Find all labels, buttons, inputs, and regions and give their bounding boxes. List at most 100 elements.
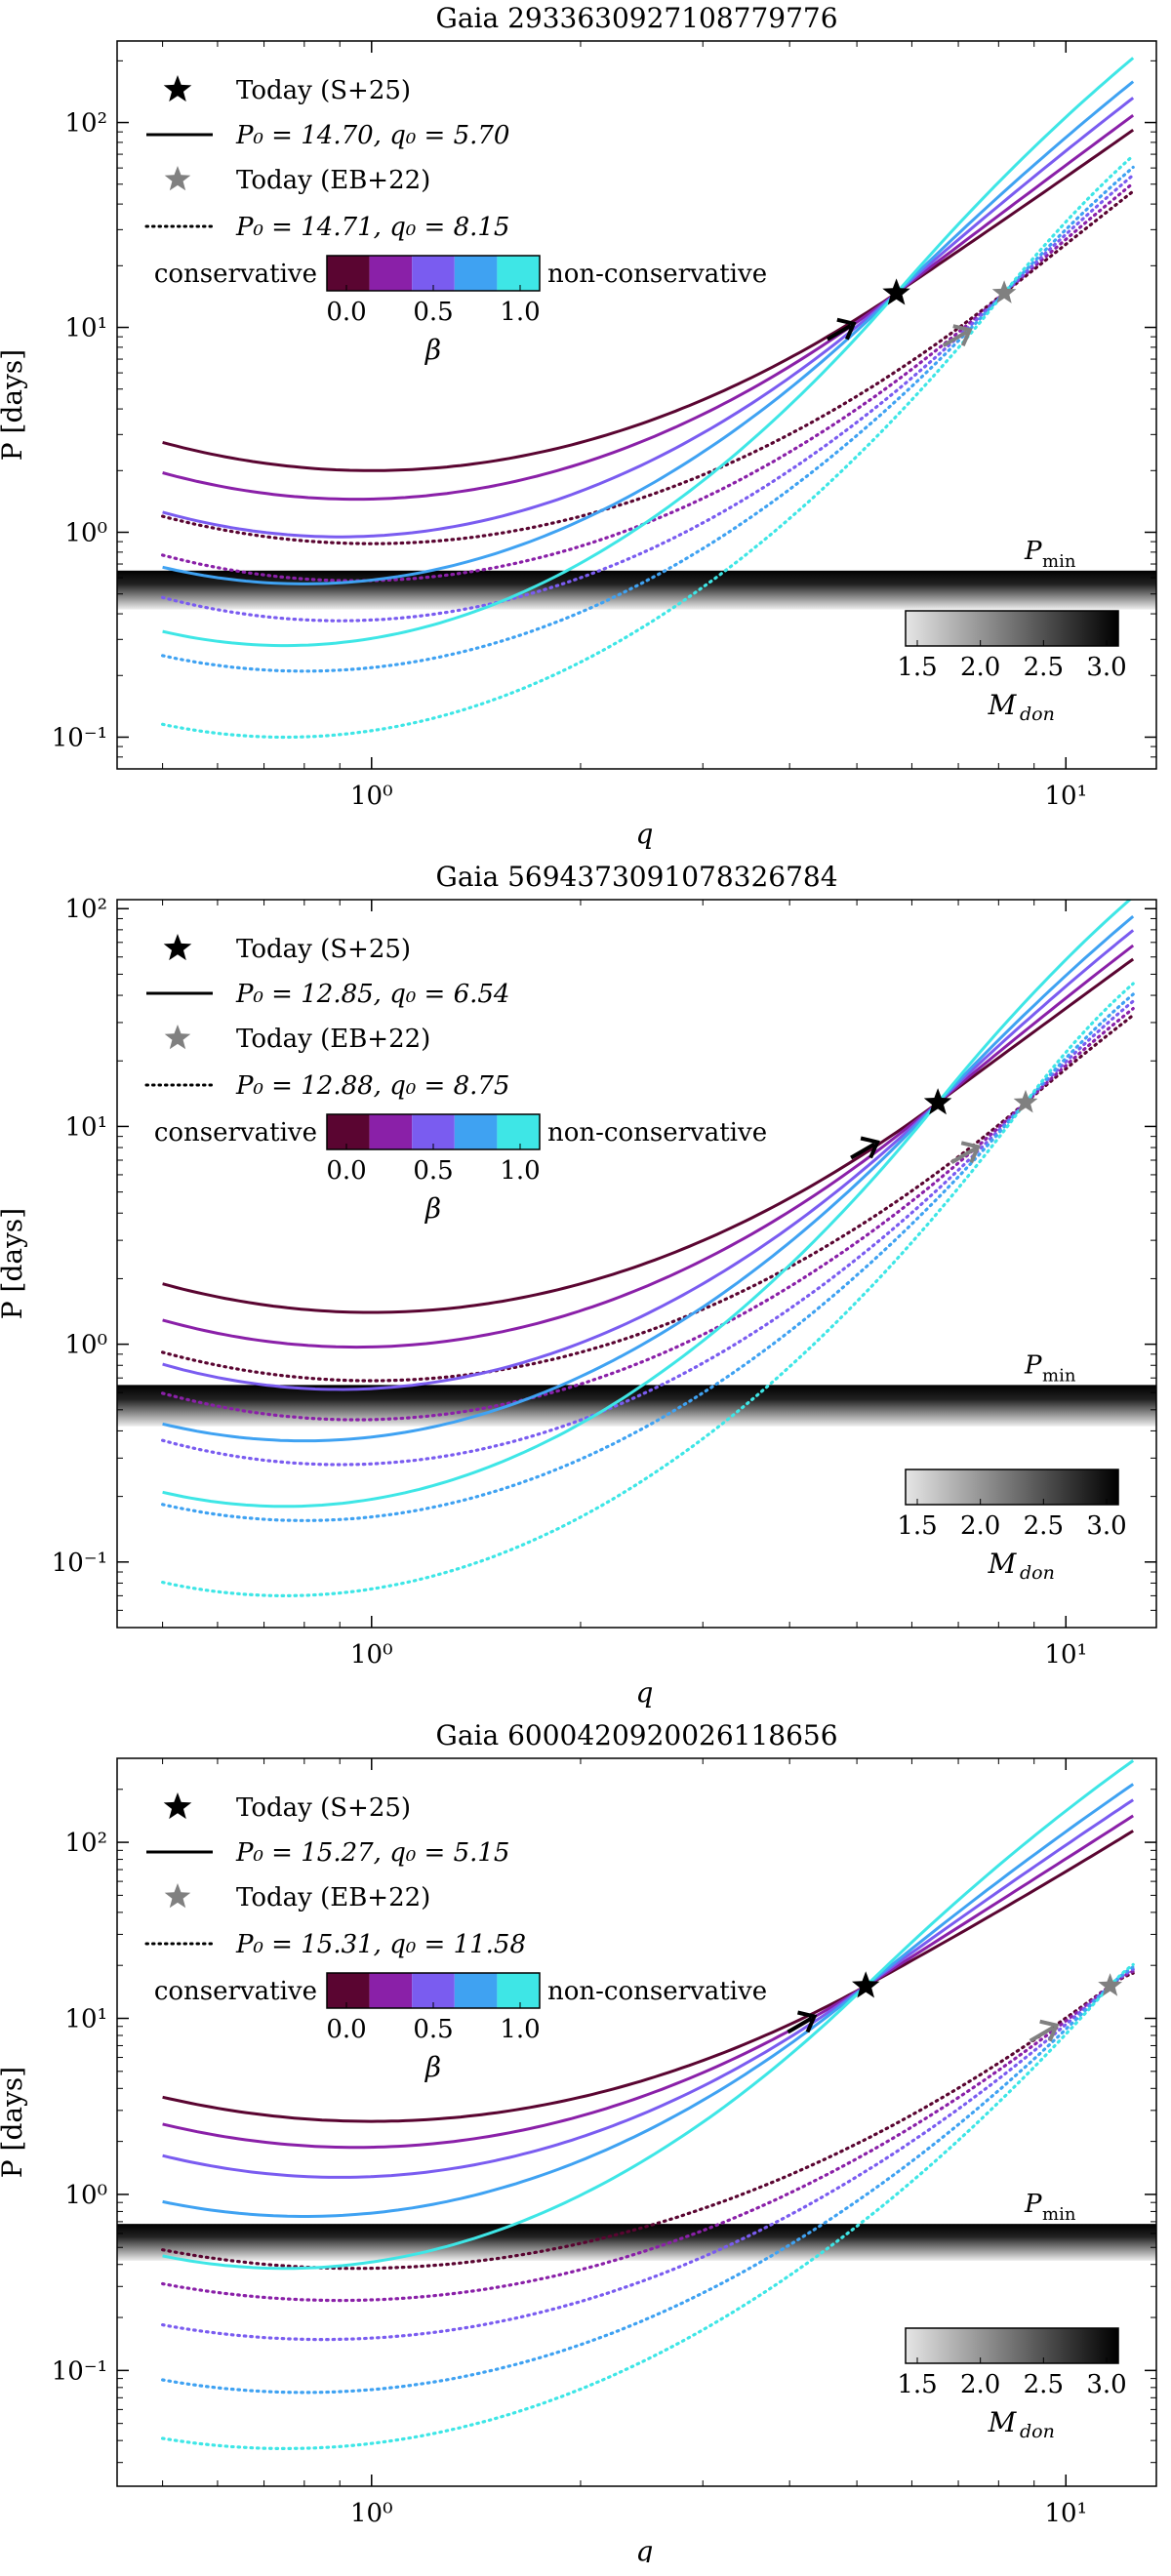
mdon-colorbar-tick-label: 3.0 bbox=[1086, 2370, 1126, 2399]
x-tick-label: 10¹ bbox=[1045, 782, 1088, 811]
chart-title: Gaia 6000420920026118656 bbox=[435, 1719, 837, 1751]
dotted-curve-beta-0 bbox=[161, 1013, 1135, 1383]
arrow-dotted-head bbox=[960, 1141, 982, 1164]
y-tick-label: 10¹ bbox=[64, 1112, 107, 1142]
beta-colorbar-segment bbox=[327, 256, 370, 291]
mdon-colorbar-tick-label: 2.5 bbox=[1024, 653, 1064, 682]
legend-label-s25: Today (S+25) bbox=[236, 76, 411, 105]
solid-curve-beta-1 bbox=[162, 900, 1133, 1509]
mdon-colorbar-tick-label: 2.0 bbox=[960, 2370, 1000, 2399]
solid-curve-beta-0.75 bbox=[162, 80, 1135, 585]
solid-curve-beta-0.5 bbox=[162, 1798, 1135, 2179]
x-tick-label: 10⁰ bbox=[350, 2499, 393, 2528]
dotted-curve-beta-0.75 bbox=[161, 1965, 1135, 2395]
beta-colorbar-tick-label: 1.0 bbox=[500, 298, 540, 327]
mdon-colorbar-tick-label: 2.5 bbox=[1024, 1511, 1064, 1541]
pmin-label: P bbox=[1024, 537, 1042, 566]
arrow-solid-shaft bbox=[850, 1142, 876, 1160]
arrow-solid-head bbox=[797, 2010, 818, 2033]
beta-colorbar-segment bbox=[327, 1973, 370, 2008]
mdon-colorbar bbox=[905, 2327, 1119, 2364]
beta-colorbar-right-label: non-conservative bbox=[547, 1977, 767, 2006]
dotted-curve-beta-0.25 bbox=[161, 1007, 1135, 1422]
solid-curve-beta-1 bbox=[162, 57, 1135, 648]
beta-colorbar-label: β bbox=[424, 2051, 441, 2083]
legend-label-s25: Today (S+25) bbox=[236, 935, 411, 964]
x-tick-label: 10⁰ bbox=[350, 782, 393, 811]
y-tick-label: 10⁰ bbox=[64, 1331, 107, 1360]
legend-label-eb22: Today (EB+22) bbox=[236, 1025, 430, 1054]
mdon-colorbar-subscript: don bbox=[1020, 1562, 1055, 1584]
arrow-solid-head bbox=[860, 1136, 880, 1159]
beta-colorbar-tick-label: 0.5 bbox=[413, 1156, 453, 1186]
arrow-solid-head bbox=[836, 317, 857, 341]
dotted-curve-beta-1 bbox=[161, 1962, 1135, 2450]
pmin-label: P bbox=[1024, 2190, 1042, 2219]
beta-colorbar-tick-label: 0.0 bbox=[326, 1156, 366, 1186]
chart-title: Gaia 2933630927108779776 bbox=[435, 2, 837, 34]
beta-colorbar-segment bbox=[497, 1114, 540, 1149]
beta-colorbar-segment bbox=[369, 1114, 413, 1149]
y-tick-label: 10¹ bbox=[64, 314, 107, 343]
legend-label-eb22: Today (EB+22) bbox=[236, 166, 430, 195]
dotted-curve-beta-0 bbox=[161, 1971, 1135, 2271]
curves-group bbox=[161, 57, 1135, 740]
y-tick-label: 10² bbox=[64, 1829, 107, 1858]
beta-colorbar-tick-label: 0.5 bbox=[413, 298, 453, 327]
mdon-colorbar-tick-label: 1.5 bbox=[897, 2370, 937, 2399]
arrow-dotted-shaft bbox=[950, 1147, 977, 1165]
legend-star-eb22 bbox=[164, 1025, 191, 1050]
arrow-dotted-shaft bbox=[942, 330, 968, 347]
mdon-colorbar-label: M bbox=[988, 2406, 1018, 2438]
beta-colorbar-label: β bbox=[424, 1192, 441, 1225]
star-today-eb22 bbox=[1098, 1973, 1122, 1996]
x-tick-label: 10¹ bbox=[1045, 1640, 1088, 1670]
legend-star-s25 bbox=[163, 934, 192, 961]
plot-frame bbox=[116, 899, 1157, 1629]
x-axis-label: q bbox=[636, 1676, 654, 1709]
beta-colorbar-left-label: conservative bbox=[154, 1977, 317, 2006]
x-axis-label: q bbox=[636, 818, 654, 850]
legend-label-dotted: P₀ = 15.31, q₀ = 11.58 bbox=[235, 1930, 526, 1959]
x-axis-label: q bbox=[636, 2535, 654, 2562]
chart-svg-3: Gaia 6000420920026118656 P min 10⁻¹ 10⁰ 10¹ 10… bbox=[0, 1719, 1157, 2562]
legend-label-eb22: Today (EB+22) bbox=[236, 1883, 430, 1912]
curves-group bbox=[161, 1759, 1135, 2450]
mdon-colorbar-label: M bbox=[988, 1548, 1018, 1580]
mdon-colorbar-label: M bbox=[988, 689, 1018, 721]
arrow-solid-shaft bbox=[787, 2016, 813, 2034]
beta-colorbar-tick-label: 1.0 bbox=[500, 2015, 540, 2044]
beta-colorbar-segment bbox=[327, 1114, 370, 1149]
mdon-colorbar-tick-label: 1.5 bbox=[897, 1511, 937, 1541]
arrow-dotted-shaft bbox=[1029, 2025, 1055, 2043]
legend-label-solid: P₀ = 12.85, q₀ = 6.54 bbox=[235, 980, 509, 1009]
y-tick-label: 10² bbox=[64, 109, 107, 139]
dotted-curve-beta-0.75 bbox=[161, 165, 1135, 673]
dotted-curve-beta-0.75 bbox=[161, 992, 1135, 1522]
legend-star-eb22 bbox=[164, 166, 191, 191]
beta-colorbar-segment bbox=[454, 1114, 498, 1149]
mdon-colorbar-tick-label: 3.0 bbox=[1086, 653, 1126, 682]
x-tick-label: 10¹ bbox=[1045, 2499, 1088, 2528]
solid-curve-beta-0 bbox=[162, 957, 1135, 1314]
y-tick-label: 10⁻¹ bbox=[52, 2356, 107, 2386]
star-today-eb22 bbox=[991, 280, 1017, 303]
dotted-curve-beta-1 bbox=[161, 153, 1135, 740]
beta-colorbar-label: β bbox=[424, 334, 441, 366]
plot-frame bbox=[116, 40, 1157, 770]
solid-curve-beta-0.25 bbox=[162, 944, 1135, 1349]
beta-colorbar-tick-label: 0.5 bbox=[413, 2015, 453, 2044]
y-tick-label: 10⁰ bbox=[64, 519, 107, 548]
solid-curve-beta-0 bbox=[162, 1830, 1134, 2123]
star-today-eb22 bbox=[1013, 1089, 1038, 1113]
solid-curve-beta-0.75 bbox=[162, 914, 1135, 1443]
x-tick-label: 10⁰ bbox=[350, 1640, 393, 1670]
beta-colorbar-segment bbox=[369, 1973, 413, 2008]
y-tick-label: 10⁻¹ bbox=[52, 1549, 107, 1578]
beta-colorbar-tick-label: 0.0 bbox=[326, 298, 366, 327]
chart-svg-2: Gaia 5694373091078326784 P min 10⁻¹ 10⁰ 10¹ 10… bbox=[0, 861, 1157, 1709]
mdon-colorbar-subscript: don bbox=[1020, 704, 1055, 725]
